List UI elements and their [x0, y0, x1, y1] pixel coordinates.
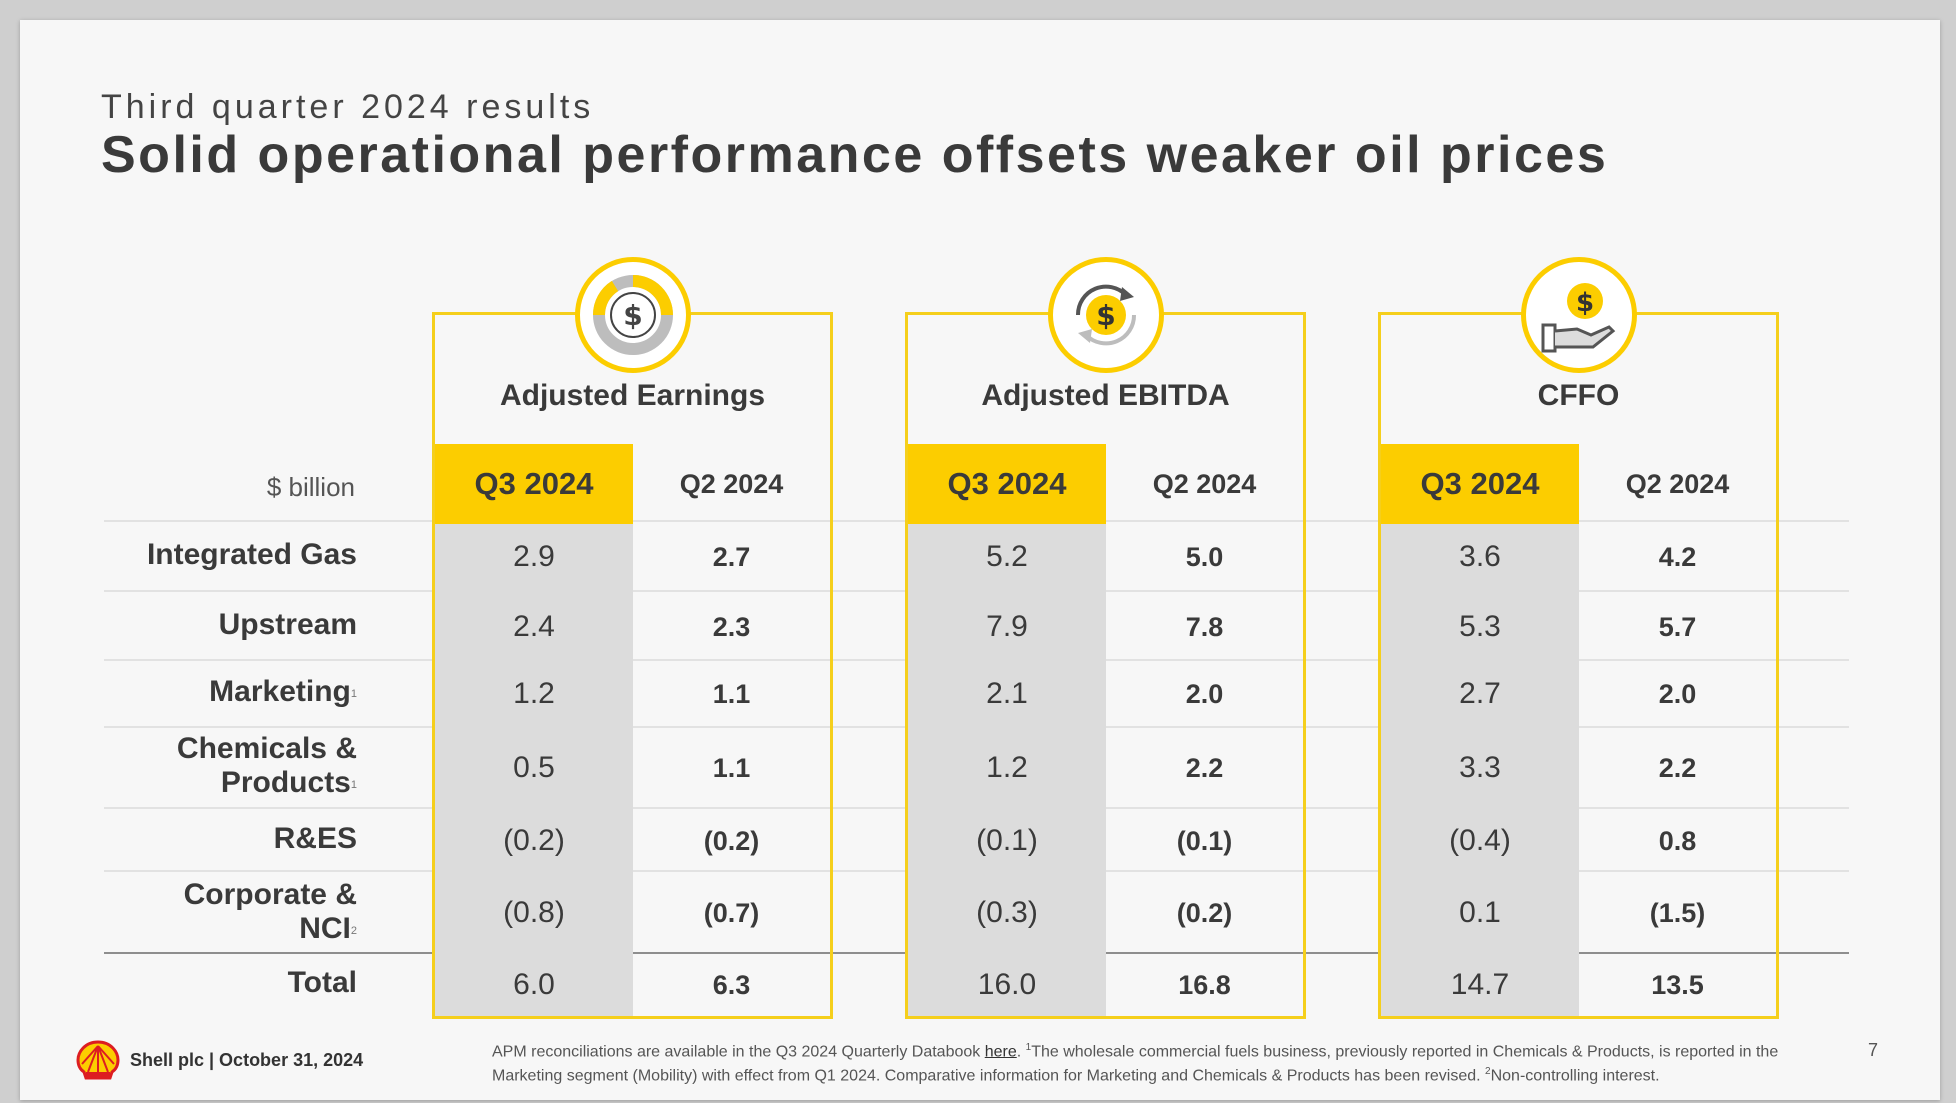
dollar-hand-icon: $: [1520, 257, 1637, 373]
cell-q3: (0.4): [1449, 824, 1511, 857]
cell-q2: (1.5): [1649, 898, 1706, 928]
page-number: 7: [1868, 1040, 1879, 1060]
q3-column-bg: [435, 444, 633, 1016]
cell-q3: (0.8): [503, 896, 565, 929]
cell-q3: 2.9: [513, 540, 555, 573]
footer-brand: Shell plc | October 31, 2024: [76, 1040, 363, 1080]
q3-header: Q3 2024: [908, 444, 1106, 524]
row-label-r-es: R&ES: [273, 822, 357, 855]
q2-header: Q2 2024: [1625, 468, 1730, 499]
svg-text:$: $: [623, 299, 642, 332]
cell-q3-total: 14.7: [1450, 968, 1510, 1001]
cell-q3: (0.2): [503, 824, 565, 857]
cell-q2: 2.2: [1658, 753, 1697, 783]
group-title: Adjusted EBITDA: [981, 379, 1230, 412]
cell-q2: 2.0: [1185, 679, 1224, 709]
cell-q2: 1.1: [712, 679, 751, 709]
cell-q2: 5.0: [1185, 542, 1224, 572]
unit-label: $ billion: [266, 472, 355, 502]
cell-q2-total: 16.8: [1178, 970, 1231, 1000]
q2-header: Q2 2024: [679, 468, 784, 499]
cell-q2: 5.7: [1658, 612, 1697, 642]
cell-q3: 2.4: [513, 610, 555, 643]
row-label-chemicals-products: Chemicals & Products1: [176, 732, 357, 799]
shell-logo-icon: [76, 1040, 120, 1080]
cell-q3: 0.1: [1459, 896, 1501, 929]
cell-q3: 1.2: [986, 751, 1028, 784]
slide: Third quarter 2024 results Solid operati…: [20, 20, 1940, 1100]
cell-q3-total: 6.0: [513, 968, 555, 1001]
cell-q3: 1.2: [513, 677, 555, 710]
row-label-upstream: Upstream: [218, 608, 357, 641]
q2-header: Q2 2024: [1152, 468, 1257, 499]
cell-q2: (0.7): [703, 898, 760, 928]
row-label-total: Total: [287, 966, 357, 999]
group-title: CFFO: [1537, 379, 1620, 412]
cell-q3: 2.1: [986, 677, 1028, 710]
databook-link[interactable]: here: [984, 1043, 1017, 1061]
row-label-corporate-nci: Corporate & NCI2: [183, 878, 357, 945]
cell-q3: 7.9: [986, 610, 1028, 643]
group-title: Adjusted Earnings: [499, 379, 766, 412]
cell-q3: 3.3: [1459, 751, 1501, 784]
dollar-pie-chart-icon: $: [574, 257, 691, 373]
cell-q2: 2.7: [712, 542, 751, 572]
footer-company: Shell plc | October 31, 2024: [130, 1049, 364, 1070]
cell-q2: 4.2: [1658, 542, 1697, 572]
cell-q2: 2.3: [712, 612, 751, 642]
cell-q2: (0.1): [1176, 826, 1233, 856]
cell-q2: 2.2: [1185, 753, 1224, 783]
q3-column-bg: [908, 444, 1106, 1016]
cell-q3: 0.5: [513, 751, 555, 784]
svg-text:$: $: [1096, 299, 1115, 332]
cell-q2: 2.0: [1658, 679, 1697, 709]
cell-q3: 5.2: [986, 540, 1028, 573]
cell-q2-total: 6.3: [712, 970, 751, 1000]
slide-title: Solid operational performance offsets we…: [101, 126, 1609, 184]
cell-q2: (0.2): [1176, 898, 1233, 928]
group-cffo: $ CFFO Q3 2024 Q2 2024 3.6 4.2 5.3 5.7 2…: [1378, 257, 1779, 1019]
cell-q2: 0.8: [1658, 826, 1697, 856]
group-adjusted-ebitda: $ Adjusted EBITDA Q3 2024 Q2 2024 5.2 5.…: [905, 257, 1306, 1019]
q3-header: Q3 2024: [435, 444, 633, 524]
q3-column-bg: [1381, 444, 1579, 1016]
cell-q3: 2.7: [1459, 677, 1501, 710]
dollar-cycle-icon: $: [1047, 257, 1164, 373]
cell-q2: 1.1: [712, 753, 751, 783]
cell-q3: (0.1): [976, 824, 1038, 857]
row-label-marketing: Marketing1: [209, 675, 357, 708]
cell-q3: 5.3: [1459, 610, 1501, 643]
slide-subtitle: Third quarter 2024 results: [101, 88, 595, 126]
cell-q3-total: 16.0: [977, 968, 1037, 1001]
footnote: APM reconciliations are available in the…: [492, 1042, 1779, 1085]
cell-q3: (0.3): [976, 896, 1038, 929]
cell-q3: 3.6: [1459, 540, 1501, 573]
group-adjusted-earnings: $ Adjusted Earnings Q3 2024 Q2 2024 2.9 …: [432, 257, 833, 1019]
row-label-integrated-gas: Integrated Gas: [146, 538, 357, 571]
cell-q2-total: 13.5: [1651, 970, 1704, 1000]
q3-header: Q3 2024: [1381, 444, 1579, 524]
cell-q2: (0.2): [703, 826, 760, 856]
svg-text:$: $: [1575, 288, 1593, 318]
cell-q2: 7.8: [1185, 612, 1224, 642]
